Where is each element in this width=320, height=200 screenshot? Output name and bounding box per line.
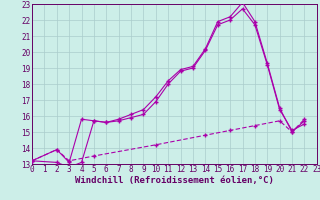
X-axis label: Windchill (Refroidissement éolien,°C): Windchill (Refroidissement éolien,°C) xyxy=(75,176,274,185)
